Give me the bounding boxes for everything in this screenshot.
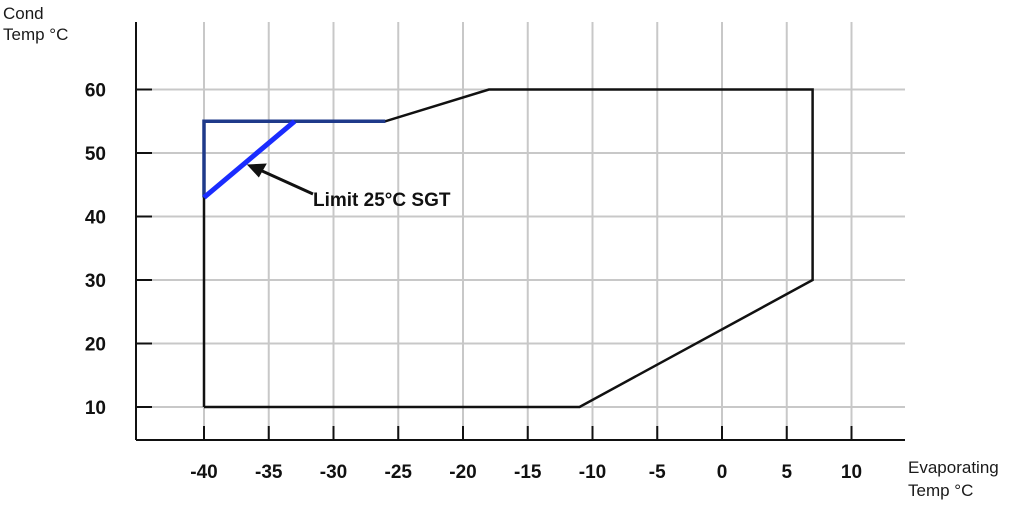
x-tick-label: 5 xyxy=(781,462,792,483)
y-tick-label: 10 xyxy=(85,398,106,419)
annotation-arrow-shaft xyxy=(258,168,314,196)
series-line-3 xyxy=(202,119,297,200)
x-tick-label: -20 xyxy=(449,462,476,483)
x-axis-label-line-1: Evaporating xyxy=(908,458,999,477)
x-tick-label: 0 xyxy=(717,462,728,483)
x-tick-label: -10 xyxy=(579,462,606,483)
tick-labels: 10 20 30 40 50 60 -40 -35 -30 -25 -20 -15 -10 -5 0 5 10 xyxy=(85,81,862,484)
y-tick-label: 40 xyxy=(85,208,106,229)
grid xyxy=(136,22,905,440)
y-axis-label-line-1: Cond xyxy=(3,4,44,23)
x-tick-label: 10 xyxy=(841,462,862,483)
x-tick-label: -35 xyxy=(255,462,283,483)
y-axis-label-line-2: Temp °C xyxy=(3,25,69,44)
x-tick-label: -5 xyxy=(649,462,666,483)
axes xyxy=(135,22,905,441)
x-tick-label: -40 xyxy=(190,462,217,483)
x-tick-label: -15 xyxy=(514,462,542,483)
series-group xyxy=(202,88,814,409)
annotation-arrow xyxy=(246,163,314,196)
x-axis-label-line-2: Temp °C xyxy=(908,481,974,500)
series-line-2 xyxy=(202,119,386,198)
y-tick-label: 30 xyxy=(85,271,106,292)
y-tick-label: 20 xyxy=(85,335,106,356)
y-tick-label: 60 xyxy=(85,81,106,102)
annotation-arrow-head xyxy=(246,163,267,178)
y-tick-label: 50 xyxy=(85,144,106,165)
annotation-limit-label: Limit 25°C SGT xyxy=(313,190,451,211)
x-tick-label: -30 xyxy=(320,462,347,483)
x-tick-label: -25 xyxy=(385,462,413,483)
